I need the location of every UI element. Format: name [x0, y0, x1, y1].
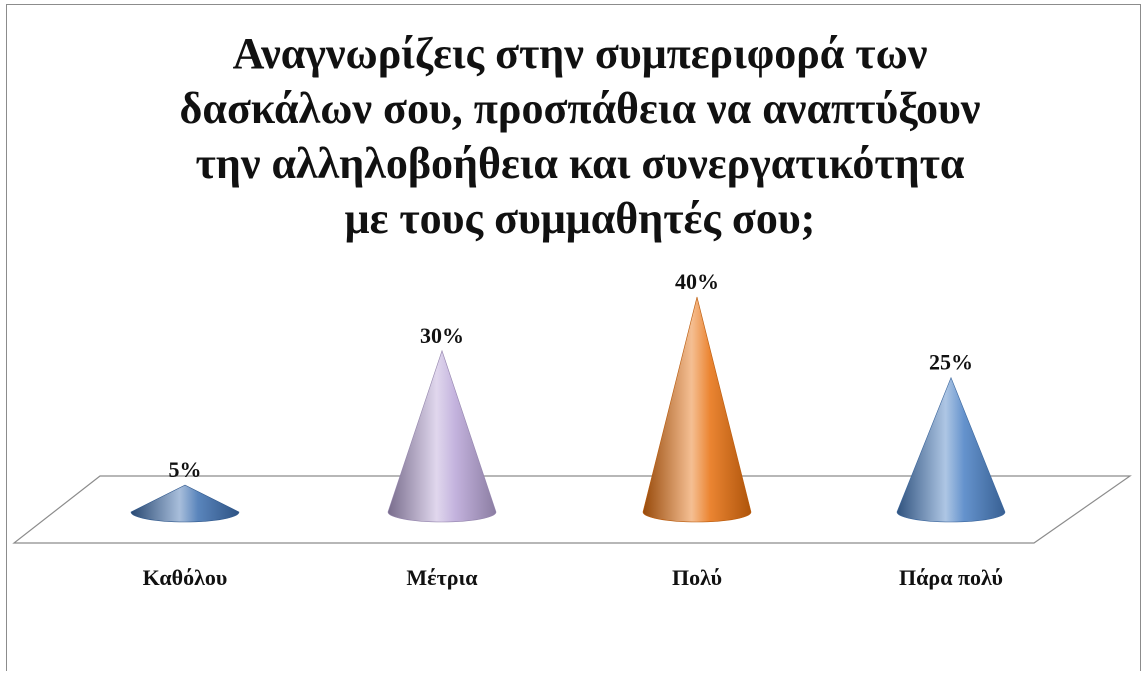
category-label-4: Πάρα πολύ [899, 565, 1003, 590]
category-label-3: Πολύ [672, 565, 722, 590]
cone-1 [130, 484, 240, 523]
cone-3 [642, 296, 752, 523]
category-label-1: Καθόλου [143, 565, 228, 590]
data-label-1: 5% [169, 457, 202, 482]
data-label-4: 25% [929, 350, 973, 375]
data-label-3: 40% [675, 269, 719, 294]
chart-frame [6, 4, 1141, 671]
cone-2 [387, 349, 497, 523]
labels-layer: 5% Καθόλου 30% Μέτρια 40% Πολύ 25% Πάρα πολύ [143, 269, 1003, 590]
floor-plane [12, 475, 1132, 544]
cone-4 [896, 376, 1006, 523]
data-label-2: 30% [420, 323, 464, 348]
cones-layer [130, 296, 1006, 523]
chart-title: Αναγνωρίζεις στην συμπεριφορά των δασκάλ… [179, 29, 981, 243]
category-label-2: Μέτρια [406, 565, 478, 590]
